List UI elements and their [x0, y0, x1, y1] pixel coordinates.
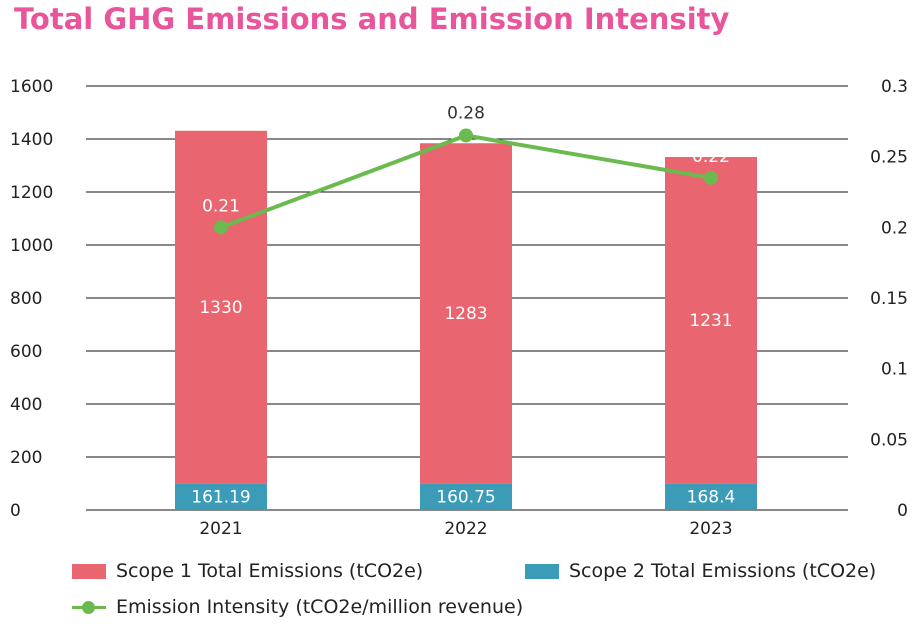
bar-scope2-label: 160.75: [436, 488, 495, 508]
y2-tick-label: 0.15: [870, 289, 908, 309]
y-tick-label: 800: [10, 289, 42, 309]
intensity-label: 0.22: [692, 147, 730, 167]
intensity-label: 0.21: [202, 196, 240, 216]
bar-scope1: [175, 130, 267, 484]
bar-scope2-label: 168.4: [687, 488, 736, 508]
bar-scope2-label: 161.19: [191, 488, 250, 508]
bar-scope2: [665, 483, 757, 510]
intensity-point: [704, 170, 718, 185]
intensity-label: 0.28: [447, 103, 485, 123]
legend-scope2-label: Scope 2 Total Emissions (tCO2e): [569, 560, 877, 582]
legend-scope1-swatch: [72, 563, 106, 579]
bars: 1330 161.19 1283 160.75 1231 168.4: [175, 130, 757, 510]
bar-scope1-label: 1231: [689, 311, 732, 331]
legend-scope2: Scope 2 Total Emissions (tCO2e): [525, 560, 876, 582]
bar-scope1-label: 1330: [199, 298, 242, 318]
y-tick-label: 0: [10, 501, 21, 521]
legend-scope2-swatch: [525, 563, 559, 579]
bar-scope2: [175, 483, 267, 510]
y2-tick-label: 0.05: [870, 430, 908, 450]
intensity-point: [214, 220, 228, 235]
y2-tick-label: 0.1: [881, 360, 908, 380]
right-axis: 0 0.05 0.1 0.15 0.2 0.25 0.3: [870, 77, 908, 521]
y-tick-label: 600: [10, 342, 42, 362]
bar-scope1-label: 1283: [444, 304, 487, 324]
bar-scope1: [420, 143, 512, 484]
y-tick-label: 1200: [10, 183, 53, 203]
intensity-line: 0.21 0.28 0.22: [202, 103, 730, 235]
bar-scope2: [420, 483, 512, 510]
legend-intensity-label: Emission Intensity (tCO2e/million revenu…: [116, 596, 524, 618]
bar-scope1: [665, 157, 757, 484]
x-tick-label: 2023: [689, 519, 732, 539]
chart-title: Total GHG Emissions and Emission Intensi…: [14, 2, 730, 36]
x-tick-label: 2021: [199, 519, 242, 539]
y-tick-label: 1000: [10, 236, 53, 256]
y2-tick-label: 0.3: [881, 77, 908, 97]
chart-svg: 0 200 400 600 800 1000 1200 1400 1600 0 0.05 0.1 0.…: [10, 77, 908, 539]
left-axis: 0 200 400 600 800 1000 1200 1400 1600: [10, 77, 53, 521]
y-tick-label: 1400: [10, 130, 53, 150]
legend-scope1: Scope 1 Total Emissions (tCO2e): [72, 560, 423, 582]
y2-tick-label: 0.2: [881, 218, 908, 238]
y2-tick-label: 0: [897, 501, 908, 521]
legend-intensity: Emission Intensity (tCO2e/million revenu…: [72, 596, 523, 618]
legend-intensity-swatch: [72, 600, 106, 615]
y-tick-label: 200: [10, 448, 42, 468]
y-tick-label: 400: [10, 395, 42, 415]
y2-tick-label: 0.25: [870, 148, 908, 168]
x-tick-label: 2022: [444, 519, 487, 539]
y-tick-label: 1600: [10, 77, 53, 97]
legend-scope1-label: Scope 1 Total Emissions (tCO2e): [116, 560, 424, 582]
x-axis: 2021 2022 2023: [199, 519, 732, 539]
intensity-point: [459, 128, 473, 143]
